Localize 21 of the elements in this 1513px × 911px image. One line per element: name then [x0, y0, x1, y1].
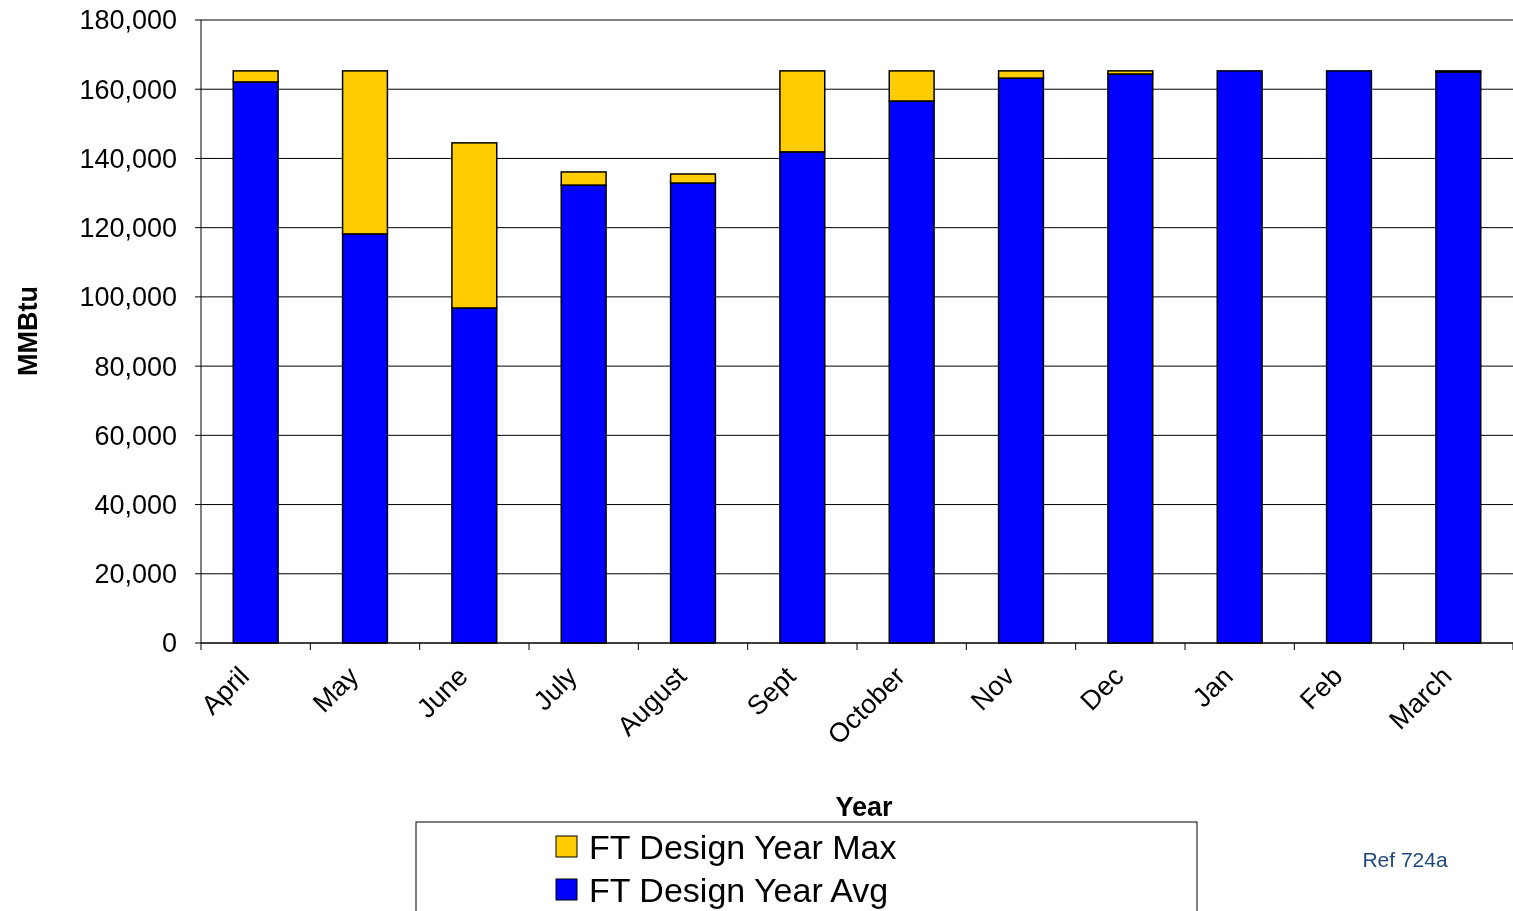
y-axis-title: MMBtu — [13, 286, 43, 376]
x-tick-label: May — [306, 660, 365, 719]
y-tick-label: 0 — [161, 628, 177, 659]
legend-label: FT Design Year Max — [589, 827, 897, 866]
y-tick-label: 180,000 — [79, 5, 177, 36]
y-tick-label: 160,000 — [79, 74, 177, 105]
x-axis-title: Year — [835, 792, 894, 822]
x-tick-label: Nov — [965, 660, 1021, 717]
x-tick-label: Jan — [1186, 661, 1239, 714]
y-tick-label: 40,000 — [94, 490, 177, 521]
legend-label: FT Design Year Avg — [589, 870, 889, 909]
y-tick-label: 120,000 — [79, 213, 177, 244]
text: Ref 724a — [1362, 848, 1448, 872]
y-tick-label: 20,000 — [94, 559, 177, 590]
x-tick-label: Feb — [1294, 661, 1349, 716]
x-tick-label: Dec — [1074, 661, 1130, 717]
y-tick-label: 60,000 — [94, 420, 177, 451]
y-tick-label: 80,000 — [94, 351, 177, 382]
y-tick-label: 100,000 — [79, 282, 177, 313]
x-tick-label: July — [527, 660, 584, 717]
y-tick-label: 140,000 — [79, 143, 177, 174]
